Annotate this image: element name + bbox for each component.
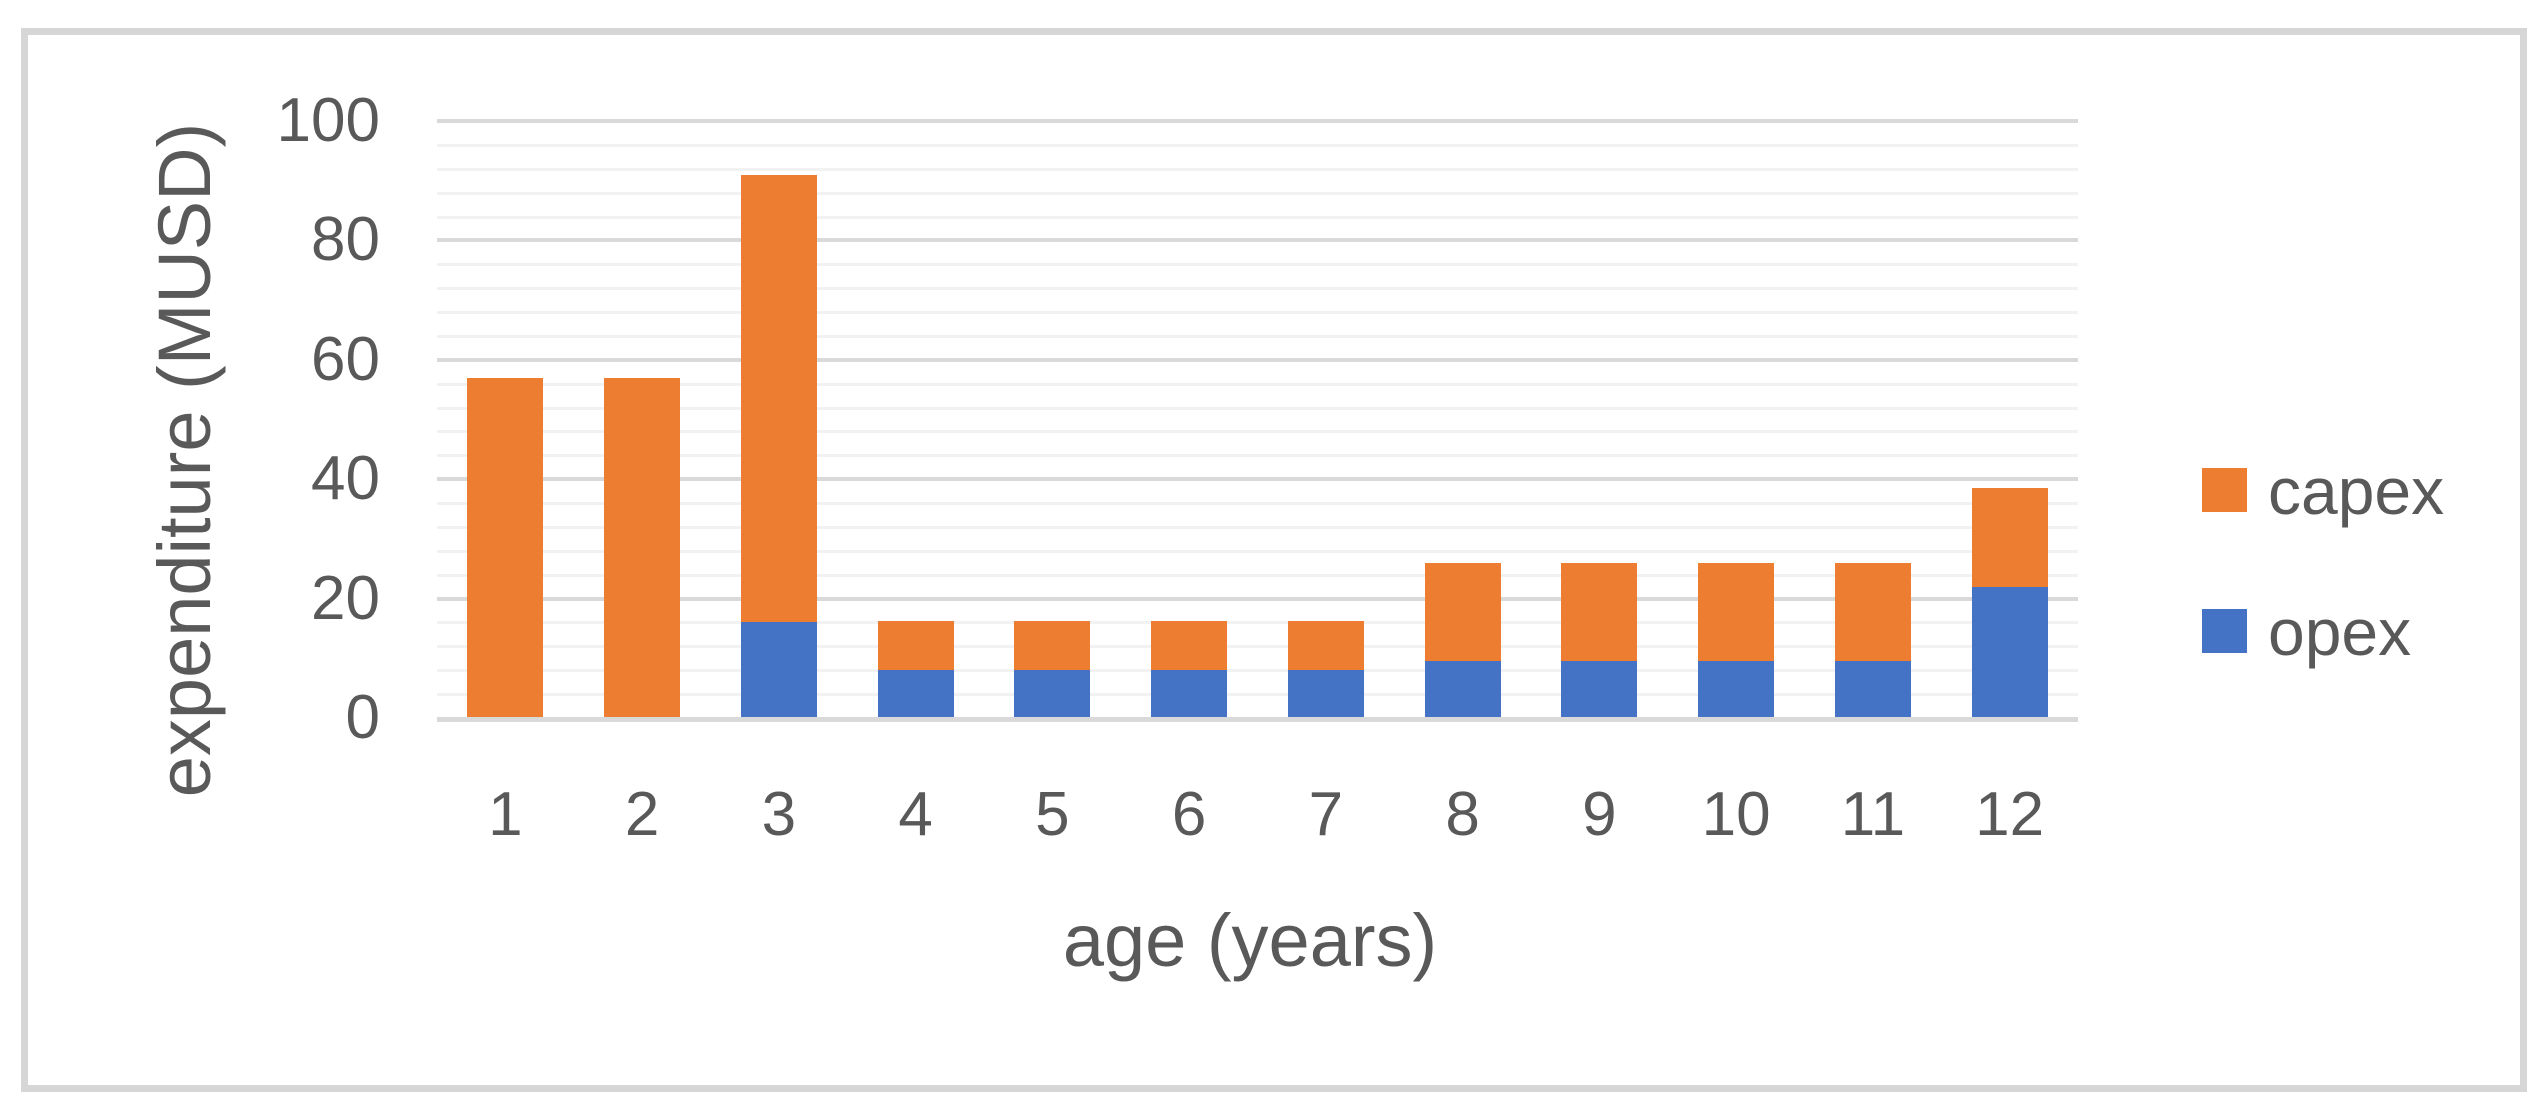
x-axis-title: age (years)	[1062, 899, 1438, 982]
minor-gridline-48	[437, 430, 2078, 434]
legend-label-capex: capex	[2268, 453, 2445, 528]
minor-gridline-12	[437, 645, 2078, 649]
minor-gridline-4	[437, 693, 2078, 697]
x-axis-line	[437, 717, 2078, 722]
bar-age-12-opex	[1971, 586, 2048, 718]
x-tick-label-3: 3	[761, 780, 797, 849]
minor-gridline-44	[437, 454, 2078, 458]
x-tick-label-6: 6	[1171, 780, 1207, 849]
bar-age-9-opex	[1561, 661, 1638, 718]
major-gridline-60	[437, 357, 2078, 362]
bar-age-5-opex	[1014, 670, 1091, 718]
bar-age-8-capex	[1424, 562, 1501, 662]
minor-gridline-84	[437, 215, 2078, 219]
bar-age-11-capex	[1834, 562, 1911, 662]
minor-gridline-68	[437, 311, 2078, 315]
legend-swatch-capex	[2202, 468, 2247, 512]
y-tick-label-80: 80	[311, 205, 380, 275]
minor-gridline-64	[437, 334, 2078, 338]
x-tick-label-5: 5	[1035, 780, 1070, 849]
minor-gridline-16	[437, 621, 2078, 625]
bar-age-6-capex	[1151, 620, 1228, 671]
minor-gridline-76	[437, 263, 2078, 267]
legend-label-opex: opex	[2268, 594, 2412, 669]
bar-age-3-capex	[740, 174, 817, 623]
bar-age-4-capex	[877, 620, 954, 671]
bar-age-11-opex	[1834, 661, 1911, 718]
bar-age-10-capex	[1698, 562, 1775, 662]
x-tick-label-4: 4	[898, 780, 933, 849]
bar-age-4-opex	[877, 670, 954, 718]
minor-gridline-72	[437, 287, 2078, 291]
x-tick-label-11: 11	[1840, 780, 1906, 849]
bar-age-1-capex	[467, 377, 544, 718]
x-tick-label-12: 12	[1975, 780, 2045, 849]
major-gridline-80	[437, 238, 2078, 243]
minor-gridline-92	[437, 167, 2078, 171]
figure-border	[21, 28, 2527, 1092]
bar-age-6-opex	[1151, 670, 1228, 718]
bar-age-7-capex	[1287, 620, 1364, 671]
minor-gridline-96	[437, 143, 2078, 147]
x-tick-label-7: 7	[1308, 780, 1344, 849]
minor-gridline-28	[437, 549, 2078, 553]
x-tick-label-9: 9	[1582, 780, 1617, 849]
y-tick-label-40: 40	[311, 444, 380, 514]
bar-age-8-opex	[1424, 661, 1501, 718]
major-gridline-40	[437, 477, 2078, 482]
minor-gridline-56	[437, 382, 2078, 386]
y-axis-title: expenditure (MUSD)	[143, 122, 226, 798]
bar-age-10-opex	[1698, 661, 1775, 718]
minor-gridline-32	[437, 525, 2078, 529]
bar-age-5-capex	[1014, 620, 1091, 671]
bar-age-7-opex	[1287, 670, 1364, 718]
minor-gridline-88	[437, 191, 2078, 195]
y-tick-label-0: 0	[345, 683, 380, 752]
bar-age-9-capex	[1561, 562, 1638, 662]
bar-age-12-capex	[1971, 488, 2048, 587]
plot-area	[437, 119, 2078, 718]
major-gridline-20	[437, 596, 2078, 601]
x-tick-label-10: 10	[1701, 780, 1771, 849]
x-tick-label-2: 2	[624, 780, 660, 849]
major-gridline-100	[437, 119, 2078, 123]
minor-gridline-24	[437, 573, 2078, 577]
bar-age-2-capex	[604, 377, 681, 718]
minor-gridline-8	[437, 669, 2078, 673]
y-tick-label-60: 60	[311, 324, 380, 394]
minor-gridline-52	[437, 406, 2078, 410]
x-tick-label-8: 8	[1445, 780, 1480, 849]
y-tick-label-100: 100	[276, 86, 380, 155]
bar-age-3-opex	[740, 622, 817, 718]
legend-swatch-opex	[2202, 609, 2247, 653]
x-tick-label-1: 1	[488, 780, 523, 849]
y-tick-label-20: 20	[311, 563, 380, 633]
minor-gridline-36	[437, 502, 2078, 506]
